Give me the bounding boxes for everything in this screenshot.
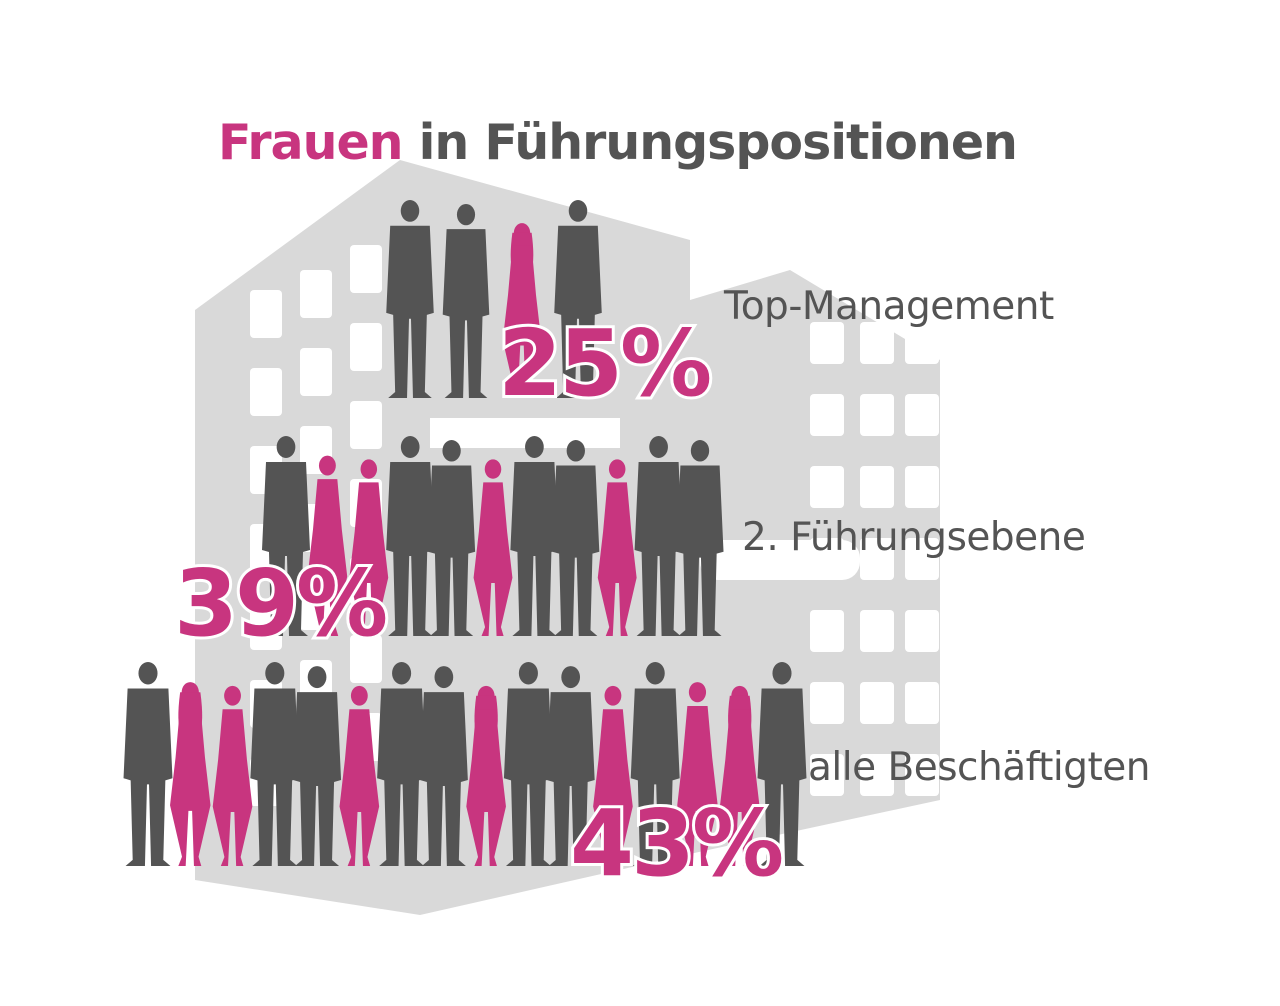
- man-silhouette-icon: [386, 436, 435, 636]
- man-silhouette-icon: [634, 436, 683, 636]
- percentage-second-level: 39%: [171, 550, 391, 657]
- page-title: Frauen in Führungspositionen: [218, 118, 1018, 167]
- woman-silhouette-icon: [473, 459, 513, 636]
- woman-silhouette-icon: [307, 455, 348, 636]
- man-silhouette-icon: [442, 203, 490, 398]
- man-silhouette-icon: [262, 436, 310, 636]
- man-silhouette-icon: [757, 662, 807, 866]
- woman-silhouette-icon: [502, 223, 542, 398]
- level-label-top-management: Top-Management: [724, 284, 1054, 329]
- woman-silhouette-icon: [593, 685, 633, 866]
- man-silhouette-icon: [386, 200, 434, 398]
- man-silhouette-icon: [419, 666, 468, 866]
- man-silhouette-icon: [428, 440, 476, 636]
- title-rest: in Führungspositionen: [418, 114, 1018, 171]
- woman-silhouette-icon: [597, 459, 637, 636]
- man-silhouette-icon: [250, 662, 300, 866]
- level-label-all-employees: alle Beschäftigten: [808, 745, 1151, 790]
- percentage-top-management: 25%: [495, 310, 715, 417]
- man-silhouette-icon: [293, 666, 342, 866]
- man-silhouette-icon: [554, 200, 602, 398]
- man-silhouette-icon: [546, 666, 595, 866]
- man-silhouette-icon: [503, 662, 553, 866]
- man-silhouette-icon: [552, 440, 600, 636]
- woman-silhouette-icon: [719, 685, 760, 866]
- woman-silhouette-icon: [339, 685, 380, 866]
- woman-silhouette-icon: [466, 685, 506, 866]
- woman-silhouette-icon: [170, 682, 211, 866]
- level-label-second-level: 2. Führungsebene: [742, 515, 1086, 560]
- woman-silhouette-icon: [212, 685, 253, 866]
- title-highlight: Frauen: [218, 114, 404, 171]
- man-silhouette-icon: [630, 662, 680, 866]
- man-silhouette-icon: [510, 436, 559, 636]
- man-silhouette-icon: [123, 662, 173, 866]
- woman-silhouette-icon: [349, 459, 389, 636]
- woman-silhouette-icon: [677, 682, 718, 866]
- man-silhouette-icon: [377, 662, 427, 866]
- percentage-all-employees: 43%: [567, 790, 787, 897]
- man-silhouette-icon: [676, 440, 724, 636]
